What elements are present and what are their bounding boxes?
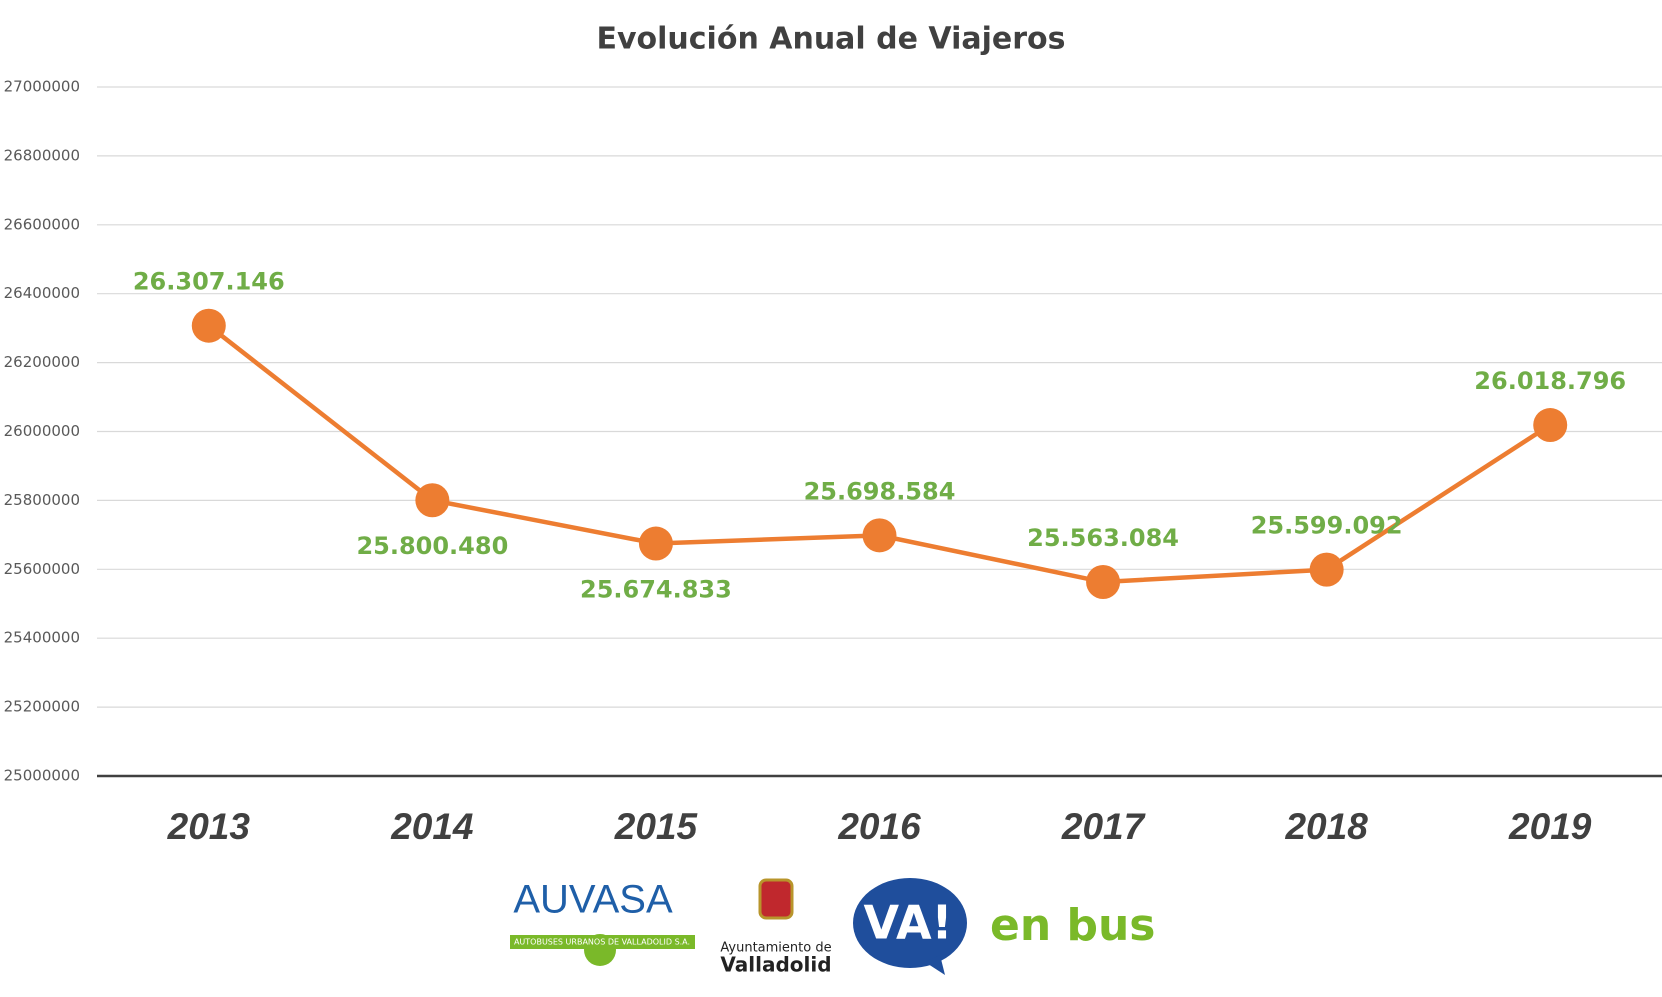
y-tick-label: 25800000	[4, 491, 80, 509]
vaenbus-bubble	[853, 878, 967, 968]
auvasa-subtitle: AUTOBUSES URBANOS DE VALLADOLID S.A.	[514, 938, 690, 947]
point	[191, 308, 226, 343]
x-tick-label: 2016	[837, 806, 921, 847]
y-tick-label: 26200000	[4, 353, 80, 371]
value-label: 25.563.084	[1027, 524, 1179, 552]
y-tick-label: 26600000	[4, 215, 80, 233]
point	[1309, 552, 1344, 587]
y-tick-label: 26800000	[4, 146, 80, 164]
point	[1086, 565, 1121, 600]
ayuntamiento-line2: Valladolid	[720, 953, 831, 977]
point	[415, 483, 450, 518]
value-label: 26.018.796	[1474, 367, 1626, 395]
y-tick-label: 25000000	[4, 767, 80, 785]
x-tick-label: 2018	[1284, 806, 1368, 847]
point	[1533, 408, 1568, 443]
value-label: 26.307.146	[133, 268, 285, 296]
coat-of-arms	[758, 878, 794, 920]
logos: AUVASA AUTOBUSES URBANOS DE VALLADOLID S…	[510, 878, 1156, 977]
x-tick-label: 2014	[390, 806, 473, 847]
auvasa-logo: AUVASA	[513, 878, 673, 922]
y-tick-label: 27000000	[4, 78, 80, 96]
value-label: 25.674.833	[580, 576, 732, 604]
y-tick-label: 25200000	[4, 698, 80, 716]
auvasa-dot	[584, 934, 616, 966]
value-label: 25.800.480	[356, 532, 508, 560]
x-tick-label: 2019	[1508, 806, 1592, 847]
x-tick-label: 2013	[167, 806, 251, 847]
point	[862, 518, 897, 553]
vaenbus-mark: VA!	[863, 896, 952, 950]
point	[638, 526, 673, 561]
ayuntamiento-line1: Ayuntamiento de	[720, 941, 831, 956]
chart-title: Evolución Anual de Viajeros	[596, 22, 1065, 57]
value-label: 25.698.584	[804, 477, 956, 505]
vaenbus-text: en bus	[990, 900, 1156, 951]
x-tick-label: 2017	[1061, 806, 1147, 847]
y-tick-label: 25600000	[4, 560, 80, 578]
y-tick-label: 26400000	[4, 284, 80, 302]
vaenbus-tail	[925, 955, 945, 975]
y-tick-label: 25400000	[4, 629, 80, 647]
x-tick-label: 2015	[614, 806, 699, 847]
value-label: 25.599.092	[1251, 512, 1403, 540]
y-tick-label: 26000000	[4, 422, 80, 440]
